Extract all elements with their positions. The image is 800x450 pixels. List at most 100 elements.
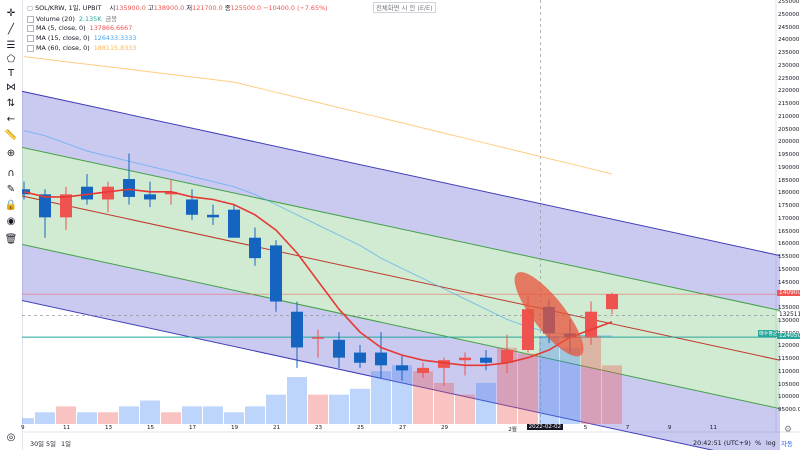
text-tool-icon[interactable]: T [7, 67, 15, 79]
symbol-title[interactable]: SOL/KRW, 1일, UPBIT [35, 4, 102, 12]
candle-body[interactable] [270, 245, 282, 302]
price-tick-label: 155000.0 [778, 254, 800, 261]
price-tick-label: 225000.0 [778, 75, 800, 82]
volume-bar [434, 382, 454, 424]
volume-bar [392, 365, 412, 424]
candle-body[interactable] [144, 194, 156, 200]
candle-body[interactable] [102, 186, 114, 200]
volume-bar [539, 336, 559, 424]
indicator-extra: 금봉 [105, 15, 118, 23]
ma60-line [23, 56, 613, 175]
trend-line-tool-icon[interactable]: ╱ [7, 23, 15, 35]
range-5d[interactable]: 5일 [46, 440, 56, 448]
arrow-back-icon[interactable]: ← [6, 113, 16, 125]
candle-body[interactable] [438, 360, 450, 368]
price-tick-label: 235000.0 [778, 50, 800, 57]
candle-body[interactable] [123, 179, 135, 197]
ohlc-close: 125500.0 [230, 4, 262, 12]
price-tick-label: 105000.0 [778, 381, 800, 388]
volume-bar [77, 412, 97, 424]
ohlc-low-label: 저 [186, 4, 193, 12]
candle-body[interactable] [186, 199, 198, 215]
drawing-toolbar: ✛ ╱ ☰ ⬠ T ⋈ ⇅ ← 📏 ⊕ ∩ ✎ 🔒 ◉ 🗑 ◎ [0, 0, 23, 450]
log-toggle[interactable]: log [766, 439, 776, 447]
candle-body[interactable] [312, 337, 324, 339]
indicator-legend-row[interactable]: Volume (20) 2.135K 금봉 [27, 14, 117, 23]
candle-body[interactable] [501, 350, 513, 363]
crosshair-tool-icon[interactable]: ✛ [6, 7, 16, 19]
time-tick-label: 9 [21, 425, 25, 431]
candle-body[interactable] [228, 209, 240, 238]
ruler-tool-icon[interactable]: 📏 [4, 129, 18, 141]
indicator-visibility-icon[interactable] [27, 24, 34, 32]
channel-outer-top-line [22, 90, 781, 257]
auto-toggle[interactable]: 자동 [781, 440, 793, 448]
candle-body[interactable] [291, 311, 303, 348]
volume-bar [329, 394, 349, 424]
indicator-legend-row[interactable]: MA (15, close, 0) 126433.3333 [27, 34, 136, 42]
price-axis-area[interactable] [776, 0, 800, 450]
magnet-tool-icon[interactable]: ∩ [7, 167, 15, 179]
candle-body[interactable] [396, 365, 408, 371]
lock-icon[interactable]: 🔒 [4, 199, 18, 211]
time-tick-label: 5 [583, 425, 588, 431]
indicator-legend-row[interactable]: MA (5, close, 0) 137866.6667 [27, 24, 132, 32]
time-tick-label: 2월 [508, 427, 517, 433]
time-tick-label: 29 [441, 425, 449, 431]
price-tick-label: 175000.0 [778, 203, 800, 210]
indicator-label: MA (15, close, 0) [36, 34, 90, 42]
toolbar-scroll-icon[interactable]: ◎ [6, 431, 16, 443]
fullscreen-hint: 전체화면 시 안 (E/E) [373, 2, 436, 13]
zoom-tool-icon[interactable]: ⊕ [6, 147, 16, 159]
candle-body[interactable] [354, 352, 366, 363]
channel-inner-top-line [22, 146, 781, 311]
highlight-ellipse[interactable] [504, 263, 593, 365]
volume-bar [476, 382, 496, 424]
pencil-lock-icon[interactable]: ✎ [6, 183, 16, 195]
indicator-value: 137866.6667 [89, 24, 133, 32]
shapes-tool-icon[interactable]: ⬠ [6, 53, 16, 65]
eye-icon[interactable]: ◉ [6, 215, 16, 227]
pattern-tool-icon[interactable]: ⋈ [6, 81, 16, 93]
candle-body[interactable] [207, 214, 219, 218]
settings-gear-icon[interactable]: ⚙ [784, 425, 793, 435]
price-chart[interactable] [22, 0, 800, 450]
fib-tool-icon[interactable]: ☰ [6, 39, 16, 51]
volume-bar [371, 371, 391, 424]
indicator-visibility-icon[interactable] [27, 44, 34, 52]
candle-body[interactable] [81, 186, 93, 200]
price-tick-label: 205000.0 [778, 126, 800, 133]
ohlc-change: −10400.0 (−7.65%) [263, 4, 328, 12]
indicator-visibility-icon[interactable] [27, 34, 34, 42]
percent-toggle[interactable]: % [755, 439, 762, 447]
candle-body[interactable] [480, 357, 492, 363]
volume-bar [518, 353, 538, 424]
ohlc-close-label: 종 [224, 4, 231, 12]
prediction-tool-icon[interactable]: ⇅ [6, 97, 16, 109]
candle-body[interactable] [333, 339, 345, 358]
indicator-legend-row[interactable]: MA (60, close, 0) 188115.8333 [27, 44, 136, 52]
candle-body[interactable] [522, 309, 534, 351]
volume-bar [455, 394, 475, 424]
price-tick-label: 150000.0 [778, 266, 800, 273]
price-tick-label: 120000.0 [778, 343, 800, 350]
ma5-line [23, 188, 613, 367]
range-1d[interactable]: 1일 [61, 440, 71, 448]
candle-body[interactable] [606, 294, 618, 310]
ohlc-high-label: 고 [147, 4, 154, 12]
candle-body[interactable] [585, 311, 597, 338]
candle-body[interactable] [459, 357, 471, 361]
price-tick-label: 180000.0 [778, 190, 800, 197]
range-30d[interactable]: 30일 [30, 440, 45, 448]
candle-body[interactable] [165, 191, 177, 195]
candle-body[interactable] [417, 367, 429, 373]
ohlc-high: 138900.0 [153, 4, 185, 12]
volume-bar [308, 394, 328, 424]
trash-icon[interactable]: 🗑 [4, 233, 18, 245]
candle-body[interactable] [249, 237, 261, 259]
candle-body[interactable] [39, 194, 51, 218]
candle-body[interactable] [375, 352, 387, 366]
ma15-line [23, 130, 612, 337]
candle-body[interactable] [60, 194, 72, 218]
indicator-visibility-icon[interactable] [27, 15, 34, 23]
